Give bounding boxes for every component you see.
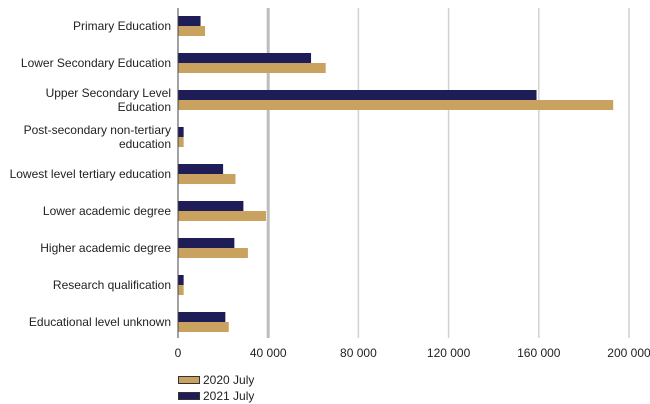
bars: [178, 16, 614, 332]
x-tick-label: 200 000: [607, 346, 650, 360]
bar-2021-july: [178, 275, 184, 285]
bar-2021-july: [178, 201, 244, 211]
legend-item-2020: 2020 July: [178, 372, 254, 388]
category-label: Lower Secondary Education: [21, 56, 171, 70]
bar-2021-july: [178, 312, 226, 322]
bar-2021-july: [178, 127, 184, 137]
legend-swatch-2021: [178, 392, 200, 400]
legend: 2020 July 2021 July: [178, 372, 254, 404]
bar-2020-july: [178, 211, 266, 221]
bar-2020-july: [178, 322, 229, 332]
bar-2021-july: [178, 16, 201, 26]
bar-2021-july: [178, 238, 235, 248]
category-label: Higher academic degree: [40, 241, 171, 255]
legend-label-2021: 2021 July: [203, 389, 255, 403]
bar-2020-july: [178, 248, 248, 258]
category-label: Research qualification: [53, 278, 171, 292]
category-label: Education: [118, 100, 171, 114]
category-label: Post-secondary non-tertiary: [24, 123, 171, 137]
x-tick-label: 0: [175, 346, 182, 360]
category-label: Primary Education: [73, 19, 171, 33]
category-label: Lower academic degree: [43, 204, 171, 218]
category-label: education: [119, 137, 171, 151]
bar-2020-july: [178, 137, 184, 147]
x-tick-label: 160 000: [517, 346, 561, 360]
category-labels: Primary Education Lower Secondary Educati…: [10, 19, 172, 329]
gridlines: [266, 8, 630, 338]
legend-item-2021: 2021 July: [178, 388, 254, 404]
bar-2021-july: [178, 164, 224, 174]
x-tick-labels: 0 40 000 80 000 120 000 160 000 200 000: [175, 346, 650, 360]
bar-2020-july: [178, 100, 614, 110]
category-label: Upper Secondary Level: [46, 86, 171, 100]
bar-2021-july: [178, 90, 537, 100]
x-tick-label: 40 000: [250, 346, 287, 360]
x-tick-label: 80 000: [340, 346, 377, 360]
legend-label-2020: 2020 July: [203, 373, 255, 387]
category-label: Educational level unknown: [29, 315, 171, 329]
bar-2020-july: [178, 174, 236, 184]
bar-2021-july: [178, 53, 312, 63]
bar-2020-july: [178, 285, 184, 295]
bar-2020-july: [178, 26, 206, 36]
bar-2020-july: [178, 63, 326, 73]
category-label: Lowest level tertiary education: [10, 167, 171, 181]
legend-swatch-2020: [178, 376, 200, 384]
x-tick-label: 120 000: [427, 346, 471, 360]
